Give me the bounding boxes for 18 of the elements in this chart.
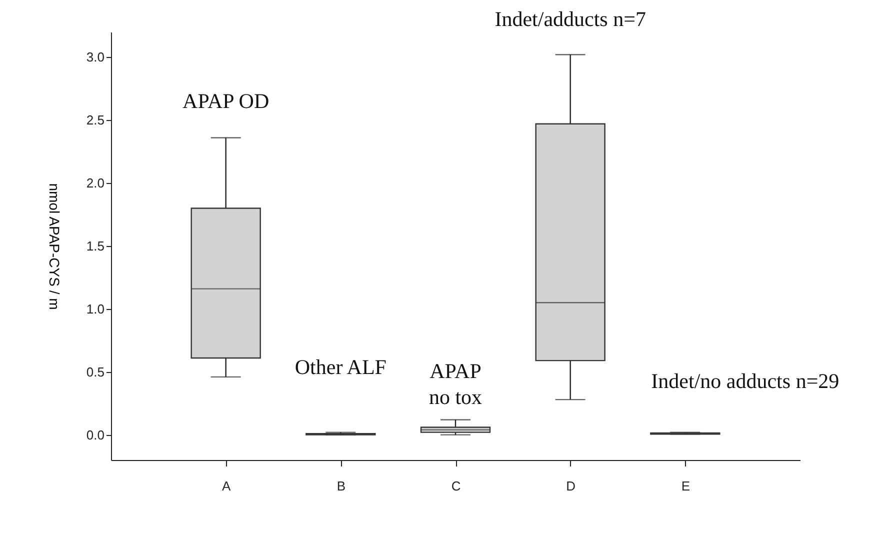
annotation: Other ALF <box>294 355 386 379</box>
y-tick-label: 3.0 <box>86 50 104 65</box>
x-tick-label: A <box>222 478 231 494</box>
x-tick-label: C <box>451 478 461 494</box>
y-tick-label: 1.5 <box>86 238 104 254</box>
x-tick-label: E <box>681 478 690 494</box>
annotation: APAP no tox <box>428 359 483 409</box>
y-axis-title: nmol APAP-CYS / m <box>46 183 62 310</box>
x-tick-label: B <box>336 478 346 494</box>
y-tick-label: 2.5 <box>86 112 104 128</box>
y-tick-label: 2.0 <box>86 176 104 191</box>
y-tick-label: 1.0 <box>86 301 104 316</box>
x-tick-label: D <box>566 478 576 494</box>
text: Indet/adducts n=7 <box>494 7 646 31</box>
annotation: Indet/no adducts n=29 <box>651 369 840 393</box>
y-tick-label: 0.5 <box>86 364 104 380</box>
y-tick-label: 0.0 <box>86 427 104 442</box>
annotation: APAP OD <box>182 89 270 113</box>
